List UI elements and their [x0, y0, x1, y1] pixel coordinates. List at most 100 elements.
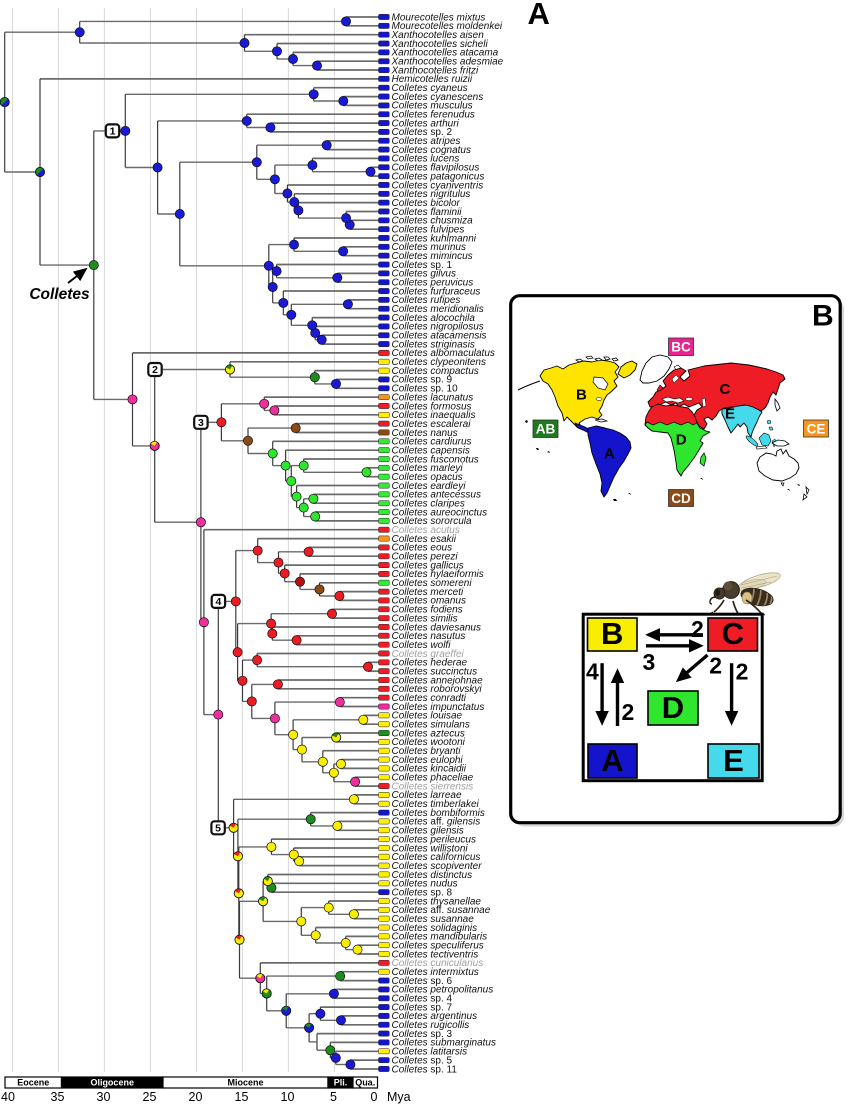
- svg-text:Colletes tectiventris: Colletes tectiventris: [392, 949, 479, 960]
- svg-text:2: 2: [691, 616, 704, 642]
- svg-text:Colletes bryanti: Colletes bryanti: [392, 746, 462, 757]
- svg-text:Hemicotelles ruizii: Hemicotelles ruizii: [392, 74, 473, 85]
- svg-text:2: 2: [736, 658, 749, 684]
- svg-text:Colletes rufipes: Colletes rufipes: [392, 295, 461, 306]
- svg-text:E: E: [723, 743, 744, 778]
- svg-text:Colletes nigropilosus: Colletes nigropilosus: [392, 322, 484, 333]
- svg-text:Colletes striginasis: Colletes striginasis: [392, 339, 475, 350]
- svg-text:Xanthocotelles adesmiae: Xanthocotelles adesmiae: [391, 57, 504, 68]
- svg-text:Colletes conradti: Colletes conradti: [392, 693, 467, 704]
- svg-text:Colletes marleyi: Colletes marleyi: [392, 463, 464, 474]
- svg-text:Colletes claripes: Colletes claripes: [392, 499, 465, 510]
- svg-text:B: B: [601, 616, 623, 651]
- svg-text:Colletes sp. 2: Colletes sp. 2: [392, 127, 453, 138]
- svg-text:Colletes sp. 4: Colletes sp. 4: [392, 994, 453, 1005]
- svg-text:Colletes impunctatus: Colletes impunctatus: [392, 702, 485, 713]
- svg-text:25: 25: [143, 1090, 157, 1104]
- svg-text:Mya: Mya: [387, 1090, 411, 1104]
- svg-text:Colletes wolfi: Colletes wolfi: [392, 640, 452, 651]
- svg-text:Colletes sp. 7: Colletes sp. 7: [392, 1002, 453, 1013]
- svg-text:5: 5: [330, 1090, 337, 1104]
- svg-text:C: C: [722, 616, 744, 651]
- svg-text:Colletes lacunatus: Colletes lacunatus: [392, 392, 474, 403]
- svg-text:Colletes susannae: Colletes susannae: [392, 914, 475, 925]
- svg-text:Colletes nasutus: Colletes nasutus: [392, 631, 466, 642]
- svg-text:Colletes speculiferus: Colletes speculiferus: [392, 941, 484, 952]
- svg-text:Colletes esakii: Colletes esakii: [392, 534, 457, 545]
- svg-text:Colletes atacamensis: Colletes atacamensis: [392, 331, 487, 342]
- svg-text:A: A: [601, 743, 623, 778]
- svg-text:Colletes arthuri: Colletes arthuri: [392, 118, 460, 129]
- svg-text:Eocene: Eocene: [17, 1078, 49, 1088]
- svg-text:Colletes distinctus: Colletes distinctus: [392, 870, 473, 881]
- svg-text:Colletes flaminii: Colletes flaminii: [392, 207, 463, 218]
- svg-text:Colletes nigritulus: Colletes nigritulus: [392, 189, 471, 200]
- svg-text:Colletes daviesanus: Colletes daviesanus: [392, 622, 482, 633]
- svg-text:Xanthocotelles fritzi: Xanthocotelles fritzi: [391, 65, 479, 76]
- svg-text:A: A: [604, 446, 615, 463]
- svg-text:10: 10: [281, 1090, 295, 1104]
- svg-text:Colletes eous: Colletes eous: [392, 543, 453, 554]
- svg-text:Colletes petropolitanus: Colletes petropolitanus: [392, 985, 494, 996]
- svg-text:Mourecotelles mixtus: Mourecotelles mixtus: [392, 12, 486, 23]
- svg-text:Colletes bombiformis: Colletes bombiformis: [392, 808, 485, 819]
- svg-text:Colletes californicus: Colletes californicus: [392, 852, 481, 863]
- svg-text:3: 3: [198, 417, 204, 429]
- svg-text:Colletes graeffei: Colletes graeffei: [392, 649, 465, 660]
- svg-text:20: 20: [189, 1090, 203, 1104]
- svg-text:AB: AB: [536, 422, 556, 437]
- svg-text:Colletes albomaculatus: Colletes albomaculatus: [392, 348, 495, 359]
- svg-text:Colletes cognatus: Colletes cognatus: [392, 145, 472, 156]
- svg-text:B: B: [812, 300, 834, 333]
- svg-text:Colletes musculus: Colletes musculus: [392, 101, 473, 112]
- svg-text:Colletes: Colletes: [29, 286, 90, 303]
- svg-text:Colletes kuhlmanni: Colletes kuhlmanni: [392, 233, 477, 244]
- svg-text:Colletes sp. 8: Colletes sp. 8: [392, 888, 453, 899]
- svg-text:Xanthocotelles aisen: Xanthocotelles aisen: [391, 30, 485, 41]
- svg-text:Colletes cunicularius: Colletes cunicularius: [392, 958, 484, 969]
- svg-text:Colletes inaequalis: Colletes inaequalis: [392, 410, 476, 421]
- svg-text:Colletes hederae: Colletes hederae: [392, 658, 468, 669]
- svg-text:Colletes aff. gilensis: Colletes aff. gilensis: [392, 817, 481, 828]
- svg-text:Colletes sp. 9: Colletes sp. 9: [392, 375, 453, 386]
- svg-text:Colletes compactus: Colletes compactus: [392, 366, 479, 377]
- svg-text:Colletes cardiurus: Colletes cardiurus: [392, 437, 472, 448]
- svg-text:Colletes aff. susannae: Colletes aff. susannae: [392, 905, 491, 916]
- svg-text:Colletes omanus: Colletes omanus: [392, 596, 466, 607]
- svg-text:Colletes sierrensis: Colletes sierrensis: [392, 781, 474, 792]
- svg-text:Colletes sp. 1: Colletes sp. 1: [392, 260, 453, 271]
- svg-text:Colletes fodiens: Colletes fodiens: [392, 605, 463, 616]
- svg-text:BC: BC: [671, 340, 691, 355]
- svg-text:2: 2: [709, 652, 722, 678]
- svg-text:Colletes sp. 3: Colletes sp. 3: [392, 1029, 453, 1040]
- svg-text:Colletes flavipilosus: Colletes flavipilosus: [392, 163, 480, 174]
- svg-text:Colletes gilvus: Colletes gilvus: [392, 269, 456, 280]
- svg-text:Colletes peruvicus: Colletes peruvicus: [392, 278, 474, 289]
- svg-text:Colletes rugicollis: Colletes rugicollis: [392, 1020, 470, 1031]
- svg-text:Colletes latitarsis: Colletes latitarsis: [392, 1047, 468, 1058]
- svg-text:Colletes scopiventer: Colletes scopiventer: [392, 861, 483, 872]
- svg-text:A: A: [528, 0, 550, 31]
- svg-text:Colletes larreae: Colletes larreae: [392, 790, 462, 801]
- svg-text:4: 4: [215, 596, 221, 608]
- svg-text:Qua.: Qua.: [355, 1078, 375, 1088]
- svg-text:Colletes phaceliae: Colletes phaceliae: [392, 773, 474, 784]
- svg-text:Colletes ferenudus: Colletes ferenudus: [392, 110, 475, 121]
- svg-text:35: 35: [51, 1090, 65, 1104]
- svg-text:Colletes mandibularis: Colletes mandibularis: [392, 932, 488, 943]
- svg-text:Colletes succinctus: Colletes succinctus: [392, 667, 478, 678]
- svg-text:Colletes sp. 11: Colletes sp. 11: [392, 1064, 458, 1075]
- svg-text:Colletes antecessus: Colletes antecessus: [392, 490, 482, 501]
- svg-text:Colletes sp. 6: Colletes sp. 6: [392, 976, 453, 987]
- svg-text:Miocene: Miocene: [227, 1078, 263, 1088]
- svg-text:D: D: [662, 690, 684, 725]
- svg-text:30: 30: [97, 1090, 111, 1104]
- svg-text:Colletes nanus: Colletes nanus: [392, 428, 458, 439]
- svg-text:Colletes thysanellae: Colletes thysanellae: [392, 896, 482, 907]
- svg-text:Colletes merceti: Colletes merceti: [392, 587, 464, 598]
- svg-text:Colletes acutus: Colletes acutus: [392, 525, 460, 536]
- svg-text:Xanthocotelles sicheli: Xanthocotelles sicheli: [391, 39, 489, 50]
- svg-text:Colletes willistoni: Colletes willistoni: [392, 843, 469, 854]
- svg-text:Colletes formosus: Colletes formosus: [392, 401, 472, 412]
- svg-text:Colletes bicolor: Colletes bicolor: [392, 198, 461, 209]
